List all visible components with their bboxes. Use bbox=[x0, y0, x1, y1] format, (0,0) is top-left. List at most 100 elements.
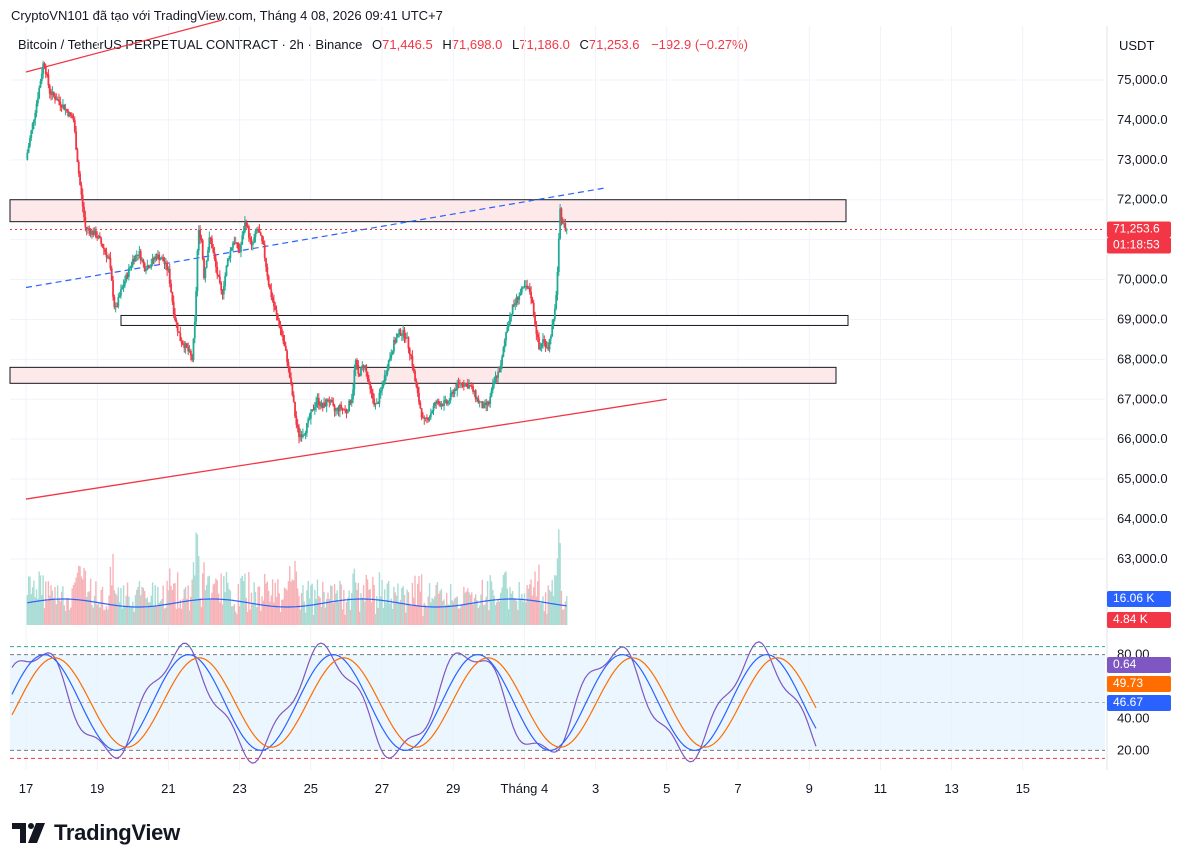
candle-body bbox=[494, 376, 497, 382]
tradingview-brand[interactable]: TradingView bbox=[12, 820, 180, 846]
volume-bar bbox=[252, 603, 254, 625]
candle-body bbox=[191, 355, 194, 361]
volume-last-tag-bg bbox=[1107, 612, 1171, 628]
candle-body bbox=[200, 237, 203, 241]
candle-body bbox=[40, 73, 43, 82]
volume-bar bbox=[96, 605, 98, 625]
currency-label[interactable]: USDT bbox=[1119, 38, 1155, 53]
candle-body bbox=[303, 434, 306, 436]
candle-body bbox=[184, 343, 187, 349]
volume-bar bbox=[159, 600, 162, 625]
volume-bar bbox=[385, 602, 387, 625]
x-tick-label: 27 bbox=[375, 781, 389, 796]
volume-bar bbox=[287, 581, 290, 625]
volume-bar bbox=[457, 608, 460, 625]
volume-bar bbox=[290, 581, 292, 625]
candle-body bbox=[287, 361, 290, 367]
candle-body bbox=[296, 424, 299, 428]
candle-body bbox=[56, 99, 59, 101]
volume-bar bbox=[307, 580, 309, 625]
candle-body bbox=[367, 378, 370, 382]
candle-body bbox=[350, 399, 353, 404]
volume-bar bbox=[399, 599, 402, 625]
candle-body bbox=[240, 244, 242, 253]
candle-body bbox=[428, 416, 431, 421]
volume-bar bbox=[349, 609, 352, 625]
volume-bar bbox=[358, 611, 361, 625]
volume-bar bbox=[149, 602, 151, 625]
volume-bar bbox=[273, 602, 275, 625]
volume-bar bbox=[311, 583, 313, 625]
volume-bar bbox=[515, 600, 518, 625]
volume-bar bbox=[236, 614, 238, 625]
y-tick-label: 73,000.0 bbox=[1117, 152, 1168, 167]
volume-bar bbox=[300, 592, 303, 625]
volume-bar bbox=[250, 592, 253, 625]
candle-body bbox=[549, 336, 552, 340]
candle-body bbox=[546, 347, 548, 349]
candle-body bbox=[470, 385, 473, 387]
open-value: 71,446.5 bbox=[382, 37, 433, 52]
volume-bar bbox=[183, 589, 185, 625]
time-axis[interactable]: 17 19 21 23 25 27 29 Tháng 4 3 5 7 9 11 13 15 bbox=[19, 781, 1030, 796]
candle-body bbox=[228, 257, 230, 259]
candle-body bbox=[278, 320, 281, 327]
candle-body bbox=[352, 389, 354, 400]
candle-body bbox=[482, 403, 485, 409]
candle-body bbox=[540, 343, 543, 348]
candle-body bbox=[457, 382, 460, 384]
volume-bar bbox=[200, 606, 203, 625]
volume-bar bbox=[337, 601, 340, 625]
candle-body bbox=[68, 112, 71, 116]
candle-body bbox=[246, 226, 249, 228]
candle-body bbox=[548, 339, 551, 350]
candle-body bbox=[189, 350, 192, 356]
stoch-signal-tag-bg bbox=[1107, 657, 1171, 673]
candle-body bbox=[489, 396, 492, 405]
x-tick-label: 25 bbox=[304, 781, 318, 796]
candle-body bbox=[366, 372, 369, 379]
price-zones bbox=[9, 199, 849, 384]
brand-name: TradingView bbox=[54, 820, 180, 845]
candle-body bbox=[89, 230, 92, 235]
candle-body bbox=[88, 228, 91, 231]
candle-body bbox=[321, 402, 324, 408]
symbol-legend[interactable]: Bitcoin / TetherUS PERPETUAL CONTRACT · … bbox=[18, 37, 748, 52]
volume-bar bbox=[196, 534, 199, 625]
candle-body bbox=[168, 268, 171, 284]
volume-bar bbox=[121, 608, 123, 625]
candle-body bbox=[196, 250, 199, 292]
candle-body bbox=[39, 81, 42, 88]
volume-bar bbox=[327, 592, 329, 625]
volume-bar bbox=[434, 596, 436, 625]
candle-body bbox=[284, 345, 287, 351]
candle-body bbox=[195, 291, 198, 322]
candle-body bbox=[69, 112, 72, 116]
x-tick-label: 9 bbox=[806, 781, 813, 796]
candle-body bbox=[493, 381, 496, 385]
volume-bar bbox=[45, 581, 47, 625]
volume-bar bbox=[513, 598, 515, 625]
candle-body bbox=[518, 295, 521, 300]
candle-body bbox=[436, 401, 439, 404]
volume-bar bbox=[165, 607, 167, 625]
volume-bar bbox=[50, 585, 52, 625]
candle-body bbox=[164, 262, 167, 265]
price-axis[interactable]: 63,000.0 64,000.0 65,000.0 66,000.0 67,000.0… bbox=[1117, 72, 1168, 757]
x-tick-label: 11 bbox=[874, 781, 888, 796]
support-zone bbox=[9, 366, 837, 384]
volume-bar bbox=[469, 594, 472, 625]
volume-bar bbox=[223, 575, 225, 625]
volume-bar bbox=[449, 584, 452, 625]
candle-body bbox=[513, 304, 515, 306]
symbol-name[interactable]: Bitcoin / TetherUS PERPETUAL CONTRACT · … bbox=[18, 37, 363, 52]
volume-bar bbox=[335, 593, 337, 625]
volume-bar bbox=[445, 592, 448, 625]
candle-body bbox=[222, 286, 225, 295]
candle-body bbox=[542, 339, 544, 344]
candle-body bbox=[526, 285, 529, 289]
volume-bar bbox=[163, 608, 166, 625]
volume-bar bbox=[563, 609, 565, 625]
volume-bar bbox=[416, 583, 419, 625]
